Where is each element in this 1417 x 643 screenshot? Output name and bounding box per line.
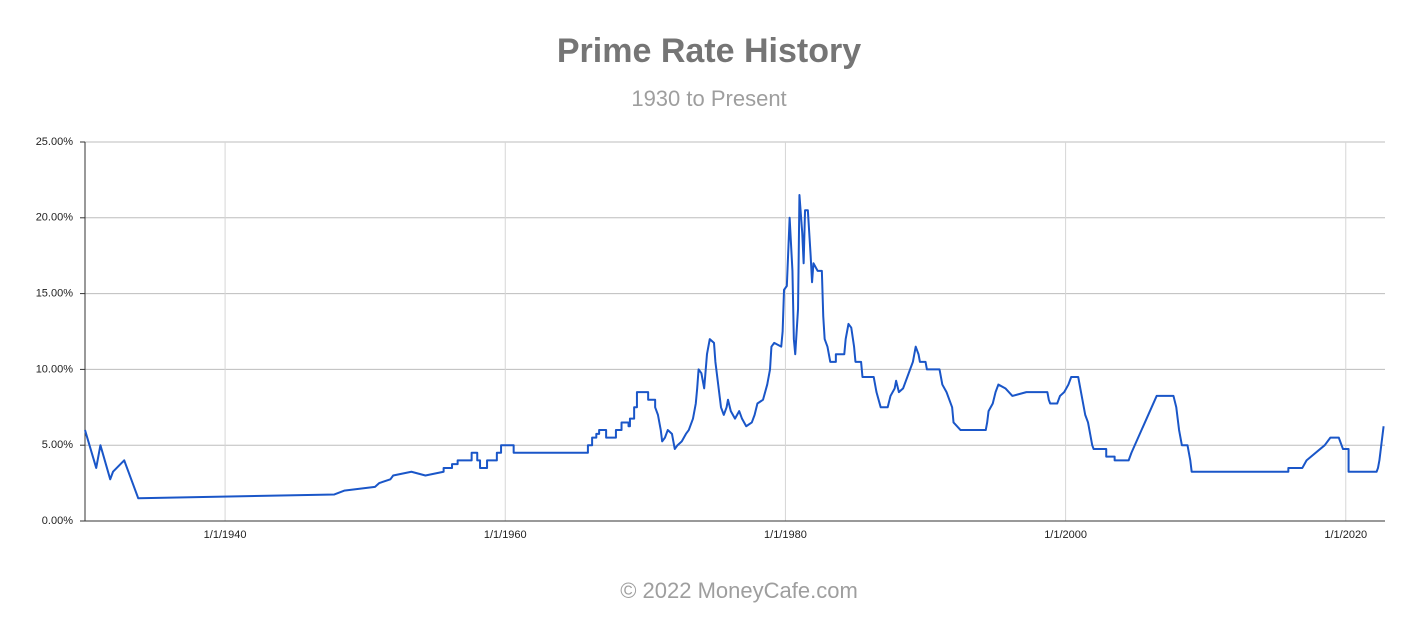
x-tick-label: 1/1/1960 [484,529,527,541]
y-tick-label: 20.00% [36,212,74,224]
y-tick-label: 25.00% [36,136,74,148]
chart-title: Prime Rate History [557,32,861,70]
chart-footer: © 2022 MoneyCafe.com [620,578,858,603]
chart-subtitle: 1930 to Present [631,86,786,111]
x-tick-label: 1/1/1940 [204,529,247,541]
y-tick-label: 5.00% [42,439,73,451]
x-tick-label: 1/1/1980 [764,529,807,541]
x-tick-label: 1/1/2000 [1044,529,1087,541]
rate-line [84,194,1385,500]
y-tick-label: 10.00% [36,363,74,375]
x-tick-label: 1/1/2020 [1324,529,1367,541]
y-tick-label: 0.00% [42,515,73,527]
y-tick-label: 15.00% [36,288,74,300]
